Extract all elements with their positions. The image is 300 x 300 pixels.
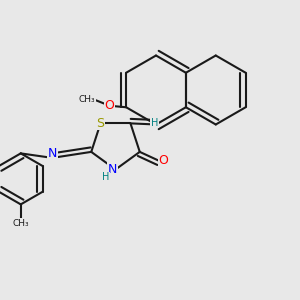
Text: O: O (158, 154, 168, 167)
Text: H: H (151, 118, 158, 128)
Text: H: H (102, 172, 109, 182)
Text: S: S (97, 117, 104, 130)
Text: N: N (48, 147, 57, 160)
Text: CH₃: CH₃ (12, 219, 29, 228)
Text: O: O (105, 99, 115, 112)
Text: CH₃: CH₃ (79, 95, 95, 104)
Text: N: N (108, 163, 117, 176)
